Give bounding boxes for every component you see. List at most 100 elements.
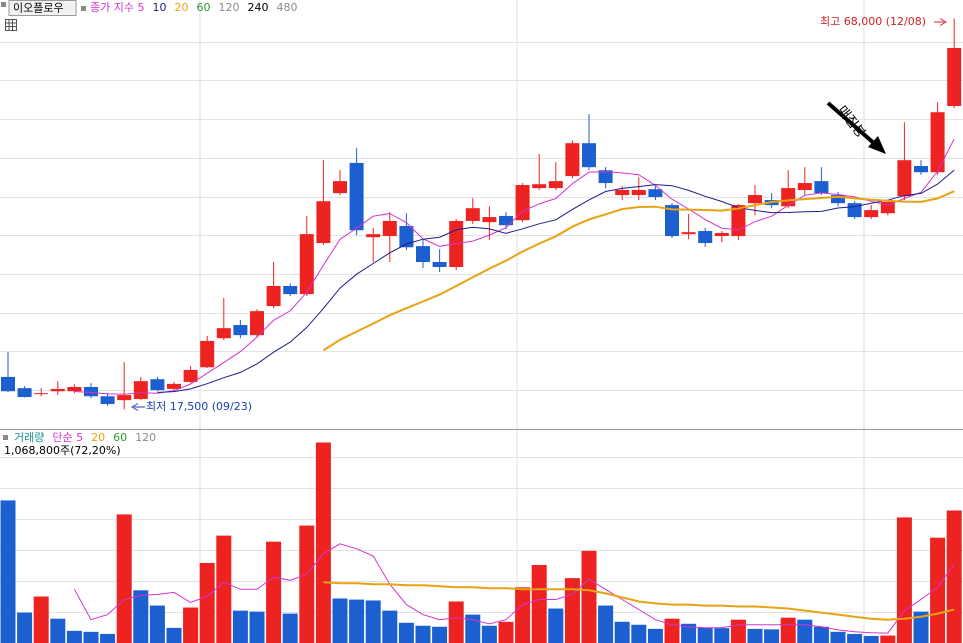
volume-bar: [498, 621, 514, 643]
legend-entry: 240: [247, 1, 268, 14]
symbol-button[interactable]: [8, 0, 77, 16]
volume-info: 1,068,800주(72,20%): [4, 444, 121, 457]
candle-body: [515, 184, 530, 221]
legend-entry: 단순 5: [52, 431, 83, 444]
moving-average-line: [74, 138, 955, 395]
legend-bullet: [81, 6, 86, 11]
candle-body: [947, 47, 962, 107]
candle-body: [582, 143, 596, 168]
volume-bar: [747, 628, 763, 643]
volume-bar: [149, 605, 165, 643]
marks-layer: [0, 18, 962, 643]
volume-bar: [448, 601, 464, 643]
volume-bar: [598, 605, 614, 643]
volume-bar: [382, 610, 398, 643]
candle-body: [216, 328, 231, 339]
volume-bar: [780, 617, 796, 643]
volume-bar: [315, 442, 331, 643]
volume-bar: [614, 621, 630, 643]
candle-body: [864, 210, 879, 218]
volume-bar: [730, 619, 746, 643]
volume-bar: [797, 619, 813, 643]
candle-body: [382, 220, 397, 237]
volume-bar: [581, 550, 597, 643]
volume-bar: [116, 514, 132, 643]
volume-bar: [365, 600, 381, 643]
candle-body: [316, 201, 331, 244]
candle-body: [399, 225, 414, 248]
volume-bar: [50, 618, 66, 643]
candle-body: [50, 388, 65, 392]
volume-bar: [432, 626, 448, 643]
volume-bar: [465, 614, 481, 643]
volume-bar: [249, 611, 265, 643]
candle-body: [133, 381, 148, 399]
symbol-name[interactable]: 이오플로우: [13, 2, 64, 15]
moving-average-line: [322, 190, 955, 352]
volume-bar: [647, 628, 663, 643]
volume-bar: [166, 627, 182, 643]
volume-bar: [33, 596, 49, 643]
legend-entry: 20: [174, 1, 188, 14]
candle-body: [714, 232, 729, 237]
volume-bar: [548, 608, 564, 643]
volume-bar: [714, 628, 730, 643]
volume-average-line: [73, 543, 955, 634]
table-icon[interactable]: [5, 19, 17, 31]
volume-bar: [398, 622, 414, 643]
candle-body: [880, 202, 895, 214]
accumulation-arrow: [826, 101, 886, 154]
candle-body: [565, 143, 580, 177]
volume-bar: [17, 612, 33, 643]
candle-body: [333, 181, 347, 194]
candle-body: [698, 231, 713, 244]
volume-bar: [697, 627, 713, 643]
volume-bar: [83, 631, 99, 643]
high-arrow: [934, 18, 947, 26]
volume-bar: [631, 624, 647, 643]
candle-body: [532, 184, 547, 189]
candle-body: [183, 369, 198, 382]
volume-bar: [199, 563, 215, 643]
volume-bar: [415, 625, 431, 643]
candle-body: [366, 234, 381, 238]
legend-entry: 종가 지수 5: [90, 1, 144, 14]
legend-entry: 480: [276, 1, 297, 14]
candle-body: [200, 340, 215, 368]
volume-bar: [216, 535, 232, 643]
candle-body: [17, 388, 32, 398]
candle-body: [100, 396, 115, 405]
candle-body: [266, 285, 281, 307]
candle-body: [167, 383, 181, 389]
volume-bar: [830, 631, 846, 643]
candle-body: [117, 395, 132, 401]
candle-body: [34, 393, 49, 395]
legend-bullet: [3, 435, 8, 440]
candle-body: [1, 376, 15, 392]
volume-bar: [481, 625, 497, 643]
candle-body: [631, 190, 646, 196]
volume-bar: [349, 599, 365, 643]
legend-entry: 10: [152, 1, 166, 14]
legend-entry: 60: [196, 1, 210, 14]
legend-bullet: [1, 2, 6, 7]
candle-body: [233, 325, 248, 336]
volume-average-line: [323, 581, 955, 621]
candle-body: [465, 208, 480, 221]
volume-bar: [564, 578, 580, 643]
candle-body: [615, 190, 630, 196]
low-arrow: [131, 403, 145, 411]
legend-entry: 거래량: [14, 431, 44, 444]
volume-bar: [332, 598, 348, 643]
candle-body: [299, 234, 314, 295]
volume-bar: [880, 635, 896, 643]
volume-bar: [100, 633, 116, 643]
volume-bar: [232, 610, 248, 643]
volume-bar: [681, 623, 697, 643]
candle-body: [914, 166, 928, 173]
volume-bar: [133, 590, 149, 643]
candle-body: [665, 205, 679, 237]
volume-bar: [946, 510, 962, 643]
